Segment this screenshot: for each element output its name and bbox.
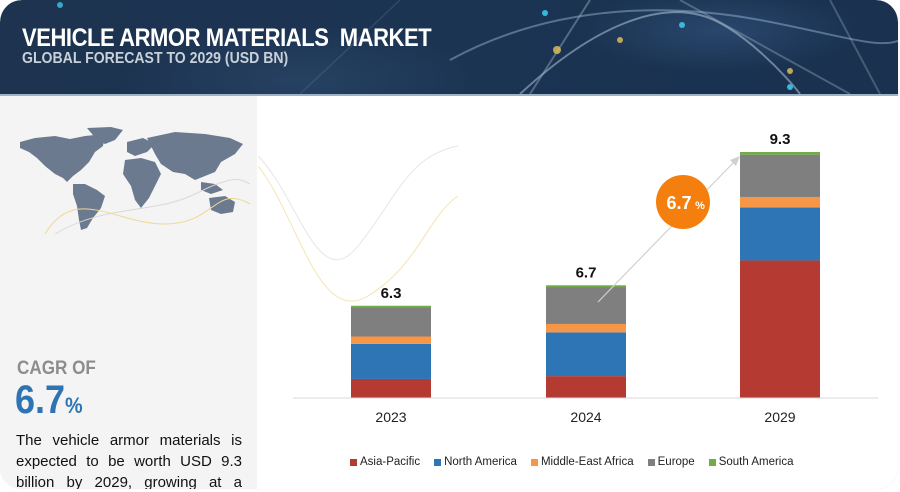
x-tick-label-2023: 2023 — [375, 409, 406, 425]
x-tick-label-2024: 2024 — [570, 409, 601, 425]
growth-badge — [656, 175, 710, 229]
header-background-lines — [57, 0, 898, 94]
legend-swatch — [708, 458, 716, 466]
market-description: The vehicle armor materials is expected … — [16, 432, 242, 489]
summary-panel: CAGR OF 6.7% The vehicle armor materials… — [0, 96, 257, 489]
legend-label: North America — [444, 456, 517, 468]
bar-segment-asia-pacific-2029 — [740, 260, 820, 398]
world-map-icon — [20, 127, 250, 234]
legend-label: South America — [718, 456, 794, 468]
total-label-2029: 9.3 — [770, 131, 791, 148]
bar-segment-north-america-2024 — [546, 332, 626, 377]
cagr-value: 6.7% — [15, 378, 83, 423]
arrow-head-icon — [730, 156, 740, 166]
cagr-label: CAGR OF — [17, 358, 96, 379]
header-banner: VEHICLE ARMOR MATERIALS MARKET GLOBAL FO… — [0, 0, 898, 96]
stacked-bar-chart: 2023 2024 2029 6.3 6.7 9.3 6.7 % — [258, 131, 878, 425]
growth-arrow — [597, 159, 737, 303]
legend-swatch — [350, 458, 357, 466]
legend-label: Middle-East Africa — [540, 456, 634, 468]
x-tick-label-2029: 2029 — [764, 409, 795, 425]
growth-badge-value: 6.7 — [666, 193, 691, 213]
bar-segment-middle-east-africa-2023 — [351, 336, 431, 344]
bar-segment-europe-2023 — [351, 307, 431, 337]
legend-label: Asia-Pacific — [360, 456, 421, 468]
bar-segment-europe-2024 — [546, 286, 626, 324]
legend-label: Europe — [657, 456, 695, 468]
total-label-2023: 6.3 — [381, 285, 402, 302]
bar-segment-south-america-2024 — [546, 285, 626, 288]
page-title: VEHICLE ARMOR MATERIALS MARKET — [22, 24, 432, 52]
total-label-2024: 6.7 — [576, 264, 597, 281]
bar-segment-europe-2029 — [740, 154, 820, 197]
decorative-curve — [258, 165, 459, 302]
legend-item-europe: Europe — [647, 456, 695, 468]
cagr-number: 6.7 — [15, 378, 66, 422]
growth-badge-unit: % — [695, 200, 705, 212]
legend-item-middle-east-africa: Middle-East Africa — [530, 456, 634, 468]
bar-segment-north-america-2023 — [351, 343, 431, 379]
decorative-curve — [258, 145, 459, 261]
bar-segment-north-america-2029 — [740, 207, 820, 261]
bar-segment-asia-pacific-2023 — [351, 378, 431, 398]
bar-segment-asia-pacific-2024 — [546, 376, 626, 398]
legend-swatch — [530, 458, 538, 466]
legend-swatch — [434, 458, 442, 466]
legend-swatch — [647, 458, 655, 466]
legend-item-north-america: North America — [434, 456, 517, 468]
chart-legend: Asia-Pacific North America Middle-East Afr… — [350, 456, 794, 468]
bar-segment-south-america-2023 — [351, 305, 431, 308]
bar-segment-middle-east-africa-2024 — [546, 323, 626, 333]
legend-item-south-america: South America — [708, 456, 794, 468]
bar-segment-middle-east-africa-2029 — [740, 196, 820, 208]
legend-item-asia-pacific: Asia-Pacific — [350, 456, 420, 468]
cagr-unit: % — [65, 393, 83, 418]
page-subtitle: GLOBAL FORECAST TO 2029 (USD BN) — [22, 50, 289, 67]
bar-segment-south-america-2029 — [740, 152, 820, 155]
